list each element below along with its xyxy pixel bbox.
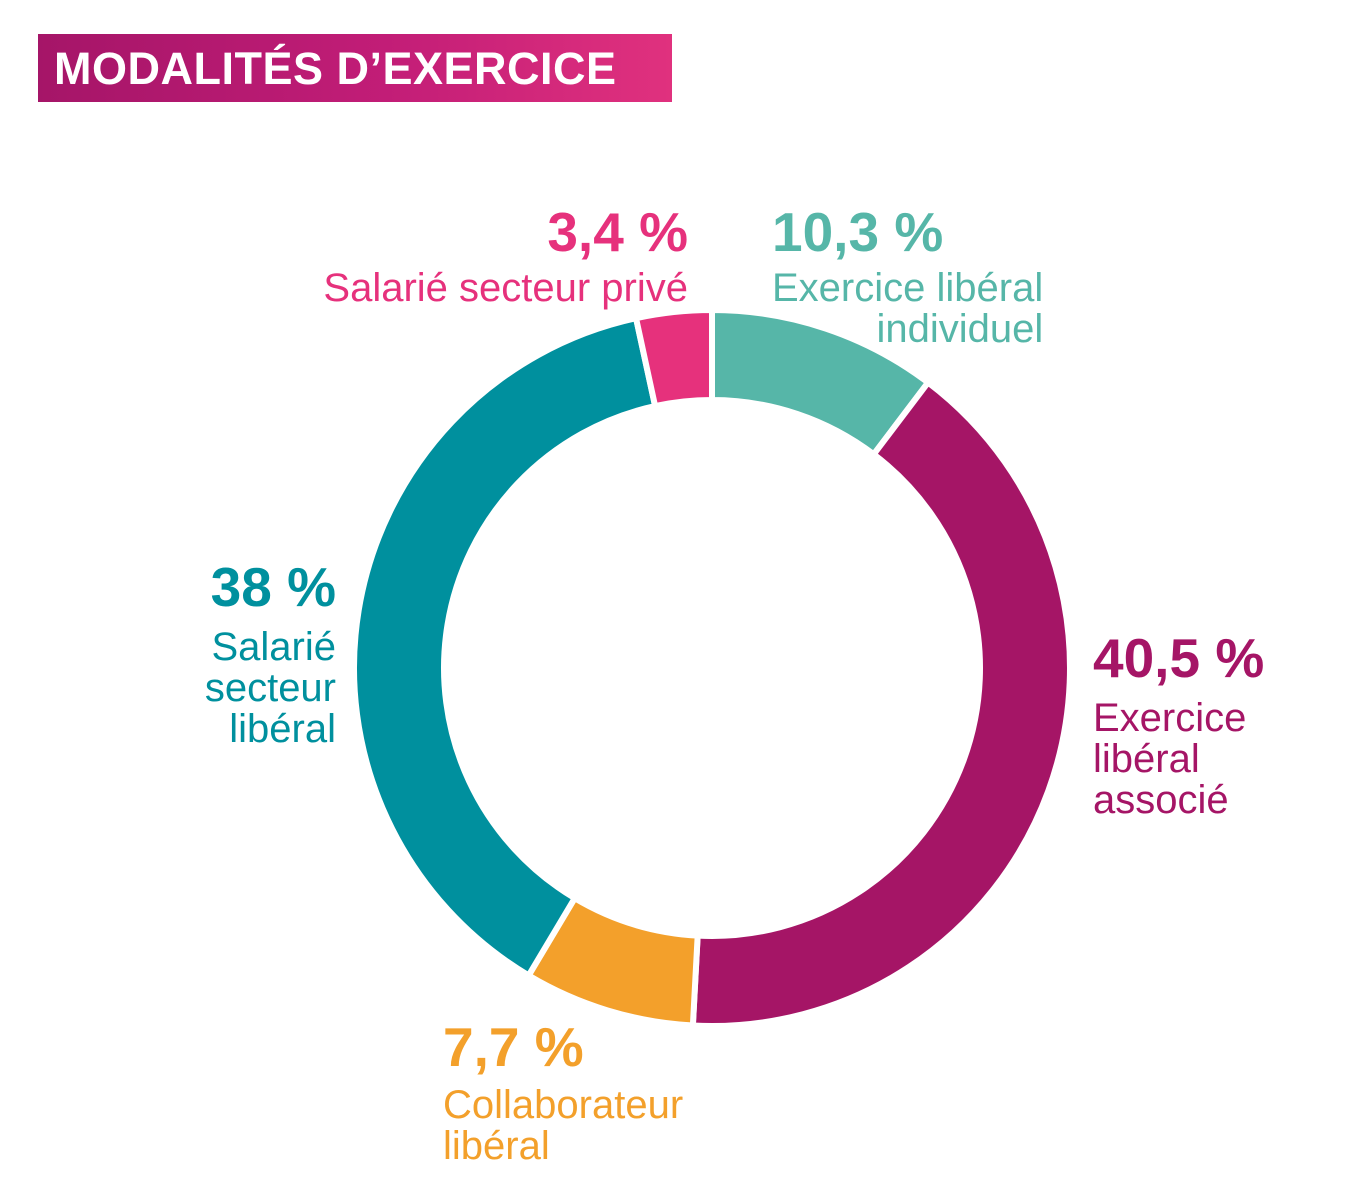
category-line: secteur — [204, 666, 336, 710]
label-exercice-liberal-individuel: 10,3 % Exercice libéral individuel — [772, 205, 1043, 350]
category-label-collaborateur-liberal: Collaborateur libéral — [443, 1085, 683, 1167]
category-line: libéral — [1093, 737, 1200, 781]
category-label-salarie-secteur-liberal: Salarié secteur libéral — [205, 627, 336, 750]
category-line: associé — [1093, 778, 1229, 822]
category-line: Collaborateur — [443, 1083, 684, 1127]
donut-slice-salarie-secteur-prive — [632, 306, 715, 410]
value-label-exercice-liberal-associe: 40,5 % — [1093, 627, 1265, 689]
category-line: Exercice libéral — [772, 266, 1044, 310]
category-line: Salarié secteur privé — [323, 266, 688, 310]
category-line: Salarié — [211, 625, 336, 669]
category-line: Exercice — [1093, 696, 1247, 740]
chart-title: MODALITÉS D’EXERCICE — [54, 42, 617, 94]
category-line: libéral — [443, 1124, 550, 1168]
value-label-salarie-secteur-liberal: 38 % — [210, 556, 336, 618]
category-line: libéral — [229, 707, 336, 751]
category-label-salarie-secteur-prive: Salarié secteur privé — [323, 268, 688, 309]
label-exercice-liberal-associe: 40,5 % Exercice libéral associé — [1093, 631, 1264, 821]
label-salarie-secteur-liberal: 38 % Salarié secteur libéral — [205, 560, 336, 750]
donut-slice-exercice-liberal-associe — [689, 378, 1074, 1029]
value-label-collaborateur-liberal: 7,7 % — [443, 1016, 584, 1078]
category-label-exercice-liberal-associe: Exercice libéral associé — [1093, 698, 1264, 821]
label-collaborateur-liberal: 7,7 % Collaborateur libéral — [443, 1020, 683, 1167]
donut-slice-salarie-secteur-liberal — [351, 314, 659, 980]
label-salarie-secteur-prive: 3,4 % Salarié secteur privé — [323, 205, 688, 309]
value-label-exercice-liberal-individuel: 10,3 % — [772, 201, 944, 263]
category-label-exercice-liberal-individuel: Exercice libéral individuel — [772, 268, 1043, 350]
chart-title-banner: MODALITÉS D’EXERCICE — [38, 34, 672, 102]
value-label-salarie-secteur-prive: 3,4 % — [547, 201, 688, 263]
category-line: individuel — [876, 307, 1044, 351]
